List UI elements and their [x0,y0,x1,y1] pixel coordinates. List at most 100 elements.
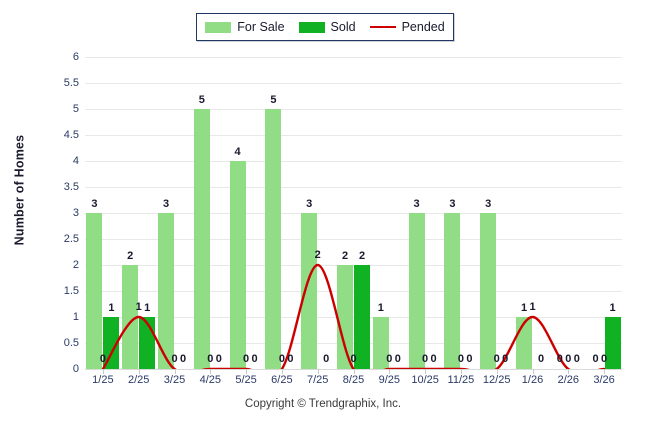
bar-value-pended: 0 [493,353,500,365]
x-axis-tick-label: 10/25 [411,374,439,386]
bar-value-sold: 0 [251,353,258,365]
bar-for-sale[interactable] [122,265,139,369]
copyright-notice: Copyright © Trendgraphix, Inc. [244,398,402,410]
bar-value-for-sale: 3 [306,198,313,210]
bar-group [407,57,443,369]
bar-value-sold: 0 [573,353,580,365]
y-axis-tick-label: 5 [72,103,79,115]
bar-value-pended: 0 [243,353,250,365]
bar-value-pended: 1 [135,301,142,313]
bar-value-for-sale: 2 [341,250,349,262]
bar-value-sold: 0 [537,353,545,365]
x-axis-tick [174,369,176,374]
bar-for-sale[interactable] [301,213,318,369]
bar-value-pended: 0 [278,353,285,365]
bar-sold[interactable] [139,317,156,369]
bar-value-sold: 0 [323,353,330,365]
bar-value-sold: 1 [108,302,115,314]
legend-item-pended[interactable]: Pended [369,20,445,34]
x-axis-tick-label: 6/25 [271,374,293,386]
bar-group [157,57,193,369]
x-axis-tick [281,369,283,374]
x-axis-tick [246,369,248,374]
bar-for-sale[interactable] [444,213,461,369]
bar-value-sold: 0 [430,353,437,365]
bar-for-sale[interactable] [229,161,246,369]
legend-swatch-icon [205,21,232,33]
bar-for-sale[interactable] [193,109,210,369]
bar-group [228,57,264,369]
y-axis-tick-label: 3 [72,207,79,219]
bar-group [371,57,407,369]
bar-for-sale[interactable] [408,213,425,369]
bar-value-pended: 0 [99,353,106,365]
gridline [85,57,622,58]
bar-value-pended: 0 [171,353,178,365]
bar-value-for-sale: 3 [485,198,492,210]
legend-line-icon [369,26,396,28]
bar-value-pended: 1 [529,301,536,313]
bar-value-for-sale: 0 [556,353,563,365]
bar-for-sale[interactable] [86,213,103,369]
x-axis-tick-label: 2/25 [127,374,150,386]
y-axis-tick-label: 3.5 [63,181,79,193]
bar-value-for-sale: 1 [377,302,384,314]
x-axis-tick-label: 11/25 [447,374,475,386]
bar-for-sale[interactable] [480,213,497,369]
chart-legend: For Sale Sold Pended [196,13,454,41]
bar-sold[interactable] [604,317,621,369]
x-axis-tick-label: 12/25 [482,374,511,386]
bar-value-sold: 0 [466,353,473,365]
legend-item-label: Pended [401,20,445,34]
gridline [85,135,622,136]
bar-group [550,57,586,369]
bar-value-sold: 0 [502,353,509,365]
gridline [85,83,622,84]
gridline [85,239,622,240]
bar-value-pended: 0 [386,353,393,365]
x-axis-tick-label: 8/25 [342,374,365,386]
legend-item-sold[interactable]: Sold [298,20,356,34]
gridline [85,161,622,162]
y-axis-tick-label: 6 [72,51,79,63]
x-axis-tick [425,369,427,374]
bar-group [85,57,121,369]
x-axis-tick [210,369,212,374]
gridline [85,187,622,188]
bar-group [121,57,157,369]
bar-value-pended: 0 [422,353,429,365]
bar-group [586,57,622,369]
y-axis-tick-label: 1 [72,311,79,323]
bar-group [443,57,479,369]
bar-value-pended: 0 [565,353,572,365]
x-axis-tick [568,369,570,374]
y-axis-tick-label: 2 [72,259,79,271]
bar-group [300,57,336,369]
bar-value-for-sale: 0 [592,353,599,365]
bar-value-for-sale: 2 [127,250,134,262]
x-axis-tick [460,369,462,374]
x-axis-tick [102,369,104,374]
legend-item-label: Sold [330,20,356,34]
gridline [85,213,622,214]
bar-for-sale[interactable] [157,213,174,369]
legend-item-for-sale[interactable]: For Sale [205,20,285,34]
bar-value-pended: 0 [457,353,464,365]
bar-value-for-sale: 5 [198,94,205,106]
x-axis-tick [604,369,606,374]
x-axis-tick-label: 3/25 [163,374,186,386]
gridline [85,109,622,110]
bar-value-pended: 0 [350,353,357,365]
x-axis-tick-label: 5/25 [235,374,257,386]
bar-value-sold: 1 [609,302,616,314]
bar-for-sale[interactable] [265,109,282,369]
bar-value-for-sale: 1 [520,302,528,314]
bar-for-sale[interactable] [515,317,532,369]
x-axis-tick-label: 9/25 [378,374,401,386]
x-axis-tick [317,369,319,374]
bar-value-for-sale: 3 [91,198,98,210]
x-axis-tick [353,369,355,374]
x-axis-tick-label: 2/26 [557,374,580,386]
bar-value-pended: 2 [314,249,321,261]
